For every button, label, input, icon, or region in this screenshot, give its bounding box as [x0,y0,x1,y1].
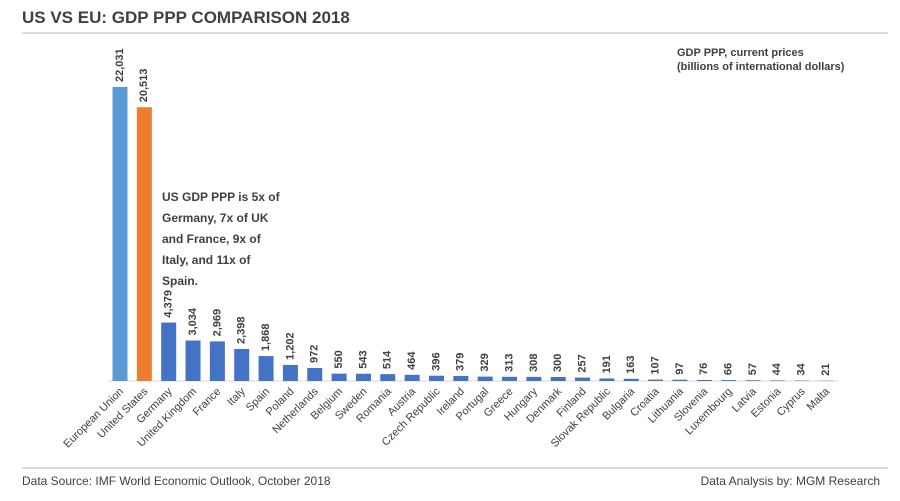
bar [648,379,664,381]
value-label: 550 [333,350,345,368]
bar [234,348,250,381]
value-label: 543 [357,350,369,368]
bar [112,87,128,381]
bar [623,378,639,381]
bar [136,107,152,382]
value-label: 257 [576,354,588,372]
value-label: 57 [747,363,759,375]
value-label: 34 [796,362,808,375]
x-tick-label: Cyprus [775,385,808,418]
bar [769,380,785,381]
bar [428,375,444,381]
value-label: 44 [771,362,783,375]
value-label: 22,031 [114,48,126,82]
bar [185,340,201,381]
footer-credit: Data Analysis by: MGM Research [701,474,880,488]
units-note: GDP PPP, current prices [677,47,804,59]
annotation: Spain. [162,274,198,288]
value-label: 1,868 [260,324,272,352]
chart-title: US VS EU: GDP PPP COMPARISON 2018 [22,8,350,27]
value-label: 464 [406,351,418,370]
bar [550,376,566,381]
value-label: 300 [552,354,564,372]
bar [477,376,493,381]
value-label: 379 [455,353,467,371]
value-label: 20,513 [138,69,150,103]
value-label: 66 [723,363,735,375]
value-label: 191 [601,355,613,373]
bar [672,379,688,381]
bar [696,379,712,381]
bar [575,377,591,381]
bar [502,376,518,381]
value-label: 514 [382,350,394,369]
bar [258,356,274,381]
value-label: 3,034 [187,307,199,335]
value-label: 2,969 [211,309,223,337]
bar [745,380,761,381]
bar [599,378,615,381]
annotation: Italy, and 11x of [162,253,251,267]
bar [209,341,225,381]
bar [282,364,298,381]
value-label: 163 [625,355,637,373]
value-label: 2,398 [236,316,248,344]
annotation: Germany, 7x of UK [162,211,269,225]
footer-source: Data Source: IMF World Economic Outlook,… [22,474,331,488]
value-label: 972 [309,345,321,363]
value-label: 4,379 [163,290,175,318]
bar [380,374,396,381]
units-note: (billions of international dollars) [677,61,845,73]
annotation: and France, 9x of [162,232,262,246]
bar [307,368,323,381]
bar [161,322,177,381]
bar [355,373,371,381]
value-label: 97 [674,362,686,374]
value-label: 107 [649,356,661,374]
value-label: 1,202 [284,332,296,360]
x-tick-label: Malta [805,385,833,413]
bar [721,380,737,381]
annotation: US GDP PPP is 5x of [162,190,281,204]
value-label: 329 [479,353,491,371]
value-label: 308 [528,354,540,372]
bar [404,374,420,381]
x-tick-label: France [191,386,224,419]
value-label: 396 [430,352,442,370]
bar [331,373,347,381]
value-label: 21 [820,363,832,375]
value-label: 76 [698,363,710,375]
bar [453,375,469,381]
value-label: 313 [503,353,515,371]
bar [526,376,542,381]
